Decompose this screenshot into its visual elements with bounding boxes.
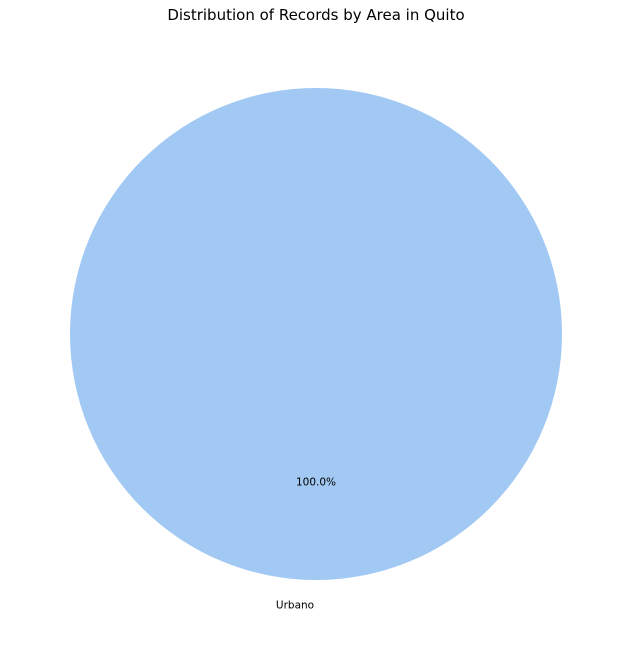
- pie-percent-label: 100.0%: [296, 477, 336, 489]
- pie-labels: Urbano 100.0%: [276, 477, 336, 612]
- chart-title: Distribution of Records by Area in Quito: [167, 6, 465, 24]
- pie-slices: [70, 88, 562, 580]
- pie-slice-urbano: [70, 88, 562, 580]
- pie-category-label: Urbano: [276, 600, 314, 612]
